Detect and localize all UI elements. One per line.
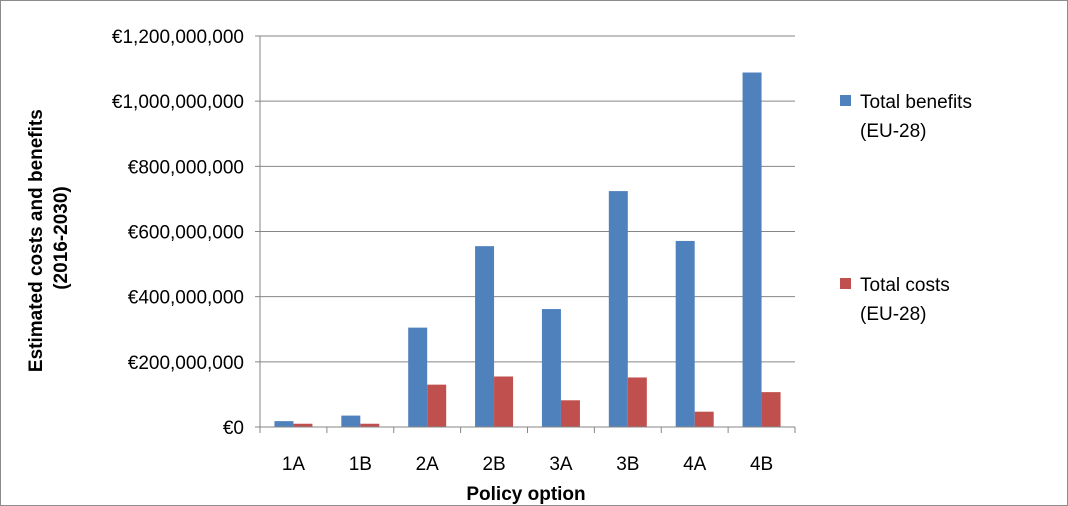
y-axis-title: Estimated costs and benefits (2016-2030) (26, 104, 72, 372)
bar-costs-3A (560, 400, 580, 427)
bar-benefits-2B (475, 246, 495, 427)
x-axis-title: Policy option (466, 484, 585, 505)
bar-costs-2A (427, 384, 447, 427)
legend-label-benefits: Total benefits (EU-28) (860, 92, 977, 142)
bar-benefits-3B (608, 191, 628, 427)
y-axis-title-line-2: (2016-2030) (51, 186, 72, 290)
bars (274, 72, 781, 427)
x-tick-label: 2B (482, 454, 505, 475)
y-tick-label: €600,000,000 (128, 223, 244, 244)
bar-benefits-1A (274, 421, 294, 427)
x-tick-label: 1B (349, 454, 372, 475)
legend-label-costs: Total costs (EU-28) (860, 275, 955, 325)
y-tick-label: €1,200,000,000 (112, 27, 244, 48)
bar-costs-1A (293, 423, 313, 427)
x-tick-label: 2A (416, 454, 440, 475)
legend: Total benefits (EU-28) Total costs (EU-2… (840, 92, 977, 325)
bar-benefits-2A (408, 327, 428, 427)
bar-costs-4A (694, 411, 714, 427)
bar-benefits-4A (675, 240, 695, 427)
bar-benefits-1B (341, 415, 361, 427)
x-tick-labels: 1A 1B 2A 2B 3A 3B 4A 4B (282, 454, 773, 475)
y-tick-labels: €0 €200,000,000 €400,000,000 €600,000,000 €8… (112, 27, 244, 439)
y-axis-title-line-1: Estimated costs and benefits (26, 109, 47, 372)
bar-benefits-4B (742, 72, 762, 427)
x-tick-label: 4A (683, 454, 707, 475)
bar-costs-2B (494, 376, 514, 427)
bar-costs-1B (360, 423, 380, 427)
bar-costs-4B (761, 392, 781, 427)
y-tick-label: €200,000,000 (128, 353, 244, 374)
x-tick-label: 1A (282, 454, 306, 475)
y-tick-label: €0 (223, 418, 244, 439)
x-tick-label: 3B (616, 454, 639, 475)
bar-costs-3B (627, 377, 647, 427)
axes (255, 35, 796, 433)
x-tick-label: 3A (549, 454, 573, 475)
legend-swatch-costs (840, 278, 851, 289)
legend-swatch-benefits (840, 95, 851, 106)
y-tick-label: €400,000,000 (128, 288, 244, 309)
x-tick-label: 4B (750, 454, 773, 475)
gridlines (260, 35, 795, 363)
y-tick-label: €800,000,000 (128, 157, 244, 178)
bar-benefits-3A (541, 309, 561, 427)
y-tick-label: €1,000,000,000 (112, 92, 244, 113)
